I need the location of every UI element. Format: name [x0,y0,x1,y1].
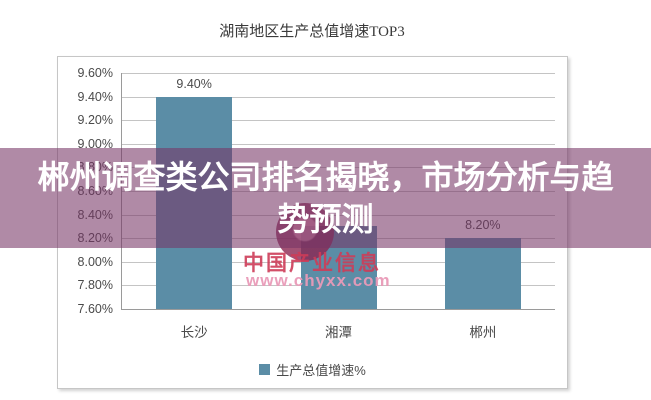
gridline [122,120,555,122]
headline-banner: 郴州调查类公司排名揭晓，市场分析与趋势预测 [0,148,651,248]
y-tick-label: 7.60% [77,302,113,316]
watermark-brand-text: 中国产业信息 [243,252,381,275]
x-category-label: 长沙 [180,325,208,340]
headline-text: 郴州调查类公司排名揭晓，市场分析与趋势预测 [37,159,614,237]
y-tick-label: 9.60% [77,66,113,80]
y-tick-label: 7.80% [77,278,113,293]
y-tick-label: 9.20% [77,113,113,128]
gridline [122,73,555,74]
x-category-label: 湘潭 [325,325,352,340]
gridline [122,96,555,98]
watermark-url-text: www.chyxx.com [246,271,391,290]
y-tick-label: 9.40% [77,89,113,104]
chart-title: 湖南地区生产总值增速TOP3 [219,24,405,40]
bar-value-label: 9.40% [176,76,212,91]
y-tick-label: 8.00% [77,254,113,269]
legend-swatch-icon [259,364,271,375]
legend-label: 生产总值增速% [276,363,366,378]
bar-郴州 [444,238,521,309]
chart-legend: 生产总值增速% [58,360,567,379]
gridline [122,143,555,145]
y-tick-label: 9.00% [77,136,113,151]
x-category-label: 郴州 [469,325,497,340]
plot-area: 9.40%长沙湘潭8.20%郴州 [121,73,555,340]
